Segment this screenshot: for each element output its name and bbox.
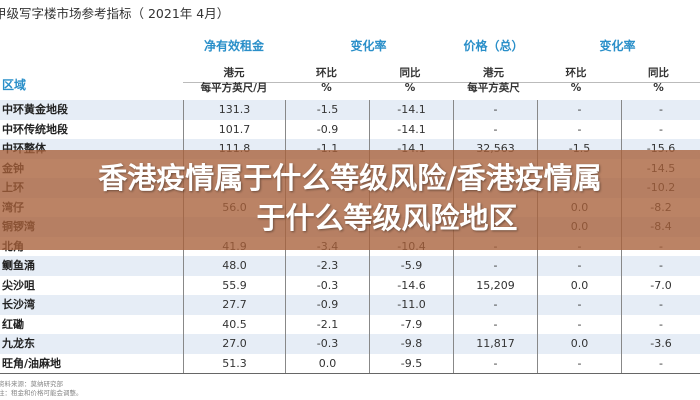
column-header-line: % <box>321 82 332 94</box>
table-cell: - <box>537 100 622 120</box>
table-cell: -11.0 <box>369 295 454 315</box>
table-cell: - <box>453 353 538 374</box>
column-header-line: 同比 <box>399 67 421 79</box>
table-cell: 0.0 <box>537 275 622 295</box>
overlay-line-1: 香港疫情属于什么等级风险/香港疫情属 <box>98 161 602 195</box>
region-name: 尖沙咀 <box>2 278 35 292</box>
region-name: 中环传统地段 <box>2 122 68 136</box>
table-cell: -0.3 <box>285 334 370 354</box>
table-cell: - <box>453 295 538 315</box>
table-cell: -2.3 <box>285 256 370 276</box>
table-cell: - <box>537 119 622 139</box>
header-divider <box>183 82 700 83</box>
group-header-rent: 净有效租金 <box>203 39 264 53</box>
table-cell: -3.6 <box>621 334 700 354</box>
group-header-price: 价格（总） <box>463 39 524 53</box>
table-row: 鲗鱼涌 48.0 -2.3 -5.9- - - <box>0 256 700 276</box>
table-cell: -2.1 <box>285 314 370 334</box>
table-cell: -14.1 <box>369 119 454 139</box>
table-cell: - <box>537 353 622 374</box>
table-cell: - <box>621 353 700 374</box>
table-cell: 101.7 <box>183 119 286 139</box>
table-cell: - <box>453 256 538 276</box>
table-cell: - <box>621 119 700 139</box>
region-header: 区域 <box>2 78 27 92</box>
table-cell: - <box>537 256 622 276</box>
table-cell: -1.5 <box>285 100 370 120</box>
table-cell: -14.6 <box>369 275 454 295</box>
region-name: 九龙东 <box>0 334 184 354</box>
overlay-line-2: 于什么等级风险地区 <box>256 201 518 235</box>
table-row: 旺角/油麻地 51.3 0.0 -9.5- - - <box>0 353 700 374</box>
column-header-line: 港元 <box>223 67 245 79</box>
column-header-line: 港元 <box>483 67 504 79</box>
table-cell: 55.9 <box>183 275 286 295</box>
table-row: 红磡 40.5 -2.1 -7.9- - - <box>0 314 700 334</box>
notes: 资料来源：莫纳研究部 注：租金和价格可能会调整。 <box>0 380 83 398</box>
table-cell: -9.8 <box>369 334 454 354</box>
column-header: 环比% <box>535 66 617 96</box>
table-cell: 40.5 <box>183 314 286 334</box>
table-row: 九龙东 27.0 -0.3 -9.8 11,817 0.0 -3.6 <box>0 334 700 354</box>
table-cell: -0.9 <box>285 295 370 315</box>
table-cell: 0.0 <box>285 353 370 374</box>
group-header-price-change: 变化率 <box>599 39 636 53</box>
column-header: 港元 每平方英尺 <box>452 66 535 96</box>
table-cell: 11,817 <box>453 334 538 354</box>
column-header-line: 每平方英尺/月 <box>200 82 268 94</box>
note-source: 资料来源：莫纳研究部 <box>0 380 63 388</box>
group-header-rent-change: 变化率 <box>350 39 387 53</box>
table-cell: 48.0 <box>183 256 286 276</box>
table-cell: - <box>453 100 538 120</box>
region-name: 长沙湾 <box>0 295 184 315</box>
column-header-line: 每平方英尺 <box>467 82 520 94</box>
table-cell: - <box>621 295 700 315</box>
region-name: 旺角/油麻地 <box>0 353 184 374</box>
table-cell: 27.0 <box>183 334 286 354</box>
note-adjust: 注：租金和价格可能会调整。 <box>0 389 83 397</box>
table-cell: 27.7 <box>183 295 286 315</box>
column-header-line: % <box>653 82 664 94</box>
table-cell: 0.0 <box>537 334 622 354</box>
column-header-line: % <box>404 82 416 94</box>
region-name: 鲗鱼涌 <box>0 256 184 276</box>
table-cell: -0.3 <box>285 275 370 295</box>
table-cell: -9.5 <box>369 353 454 374</box>
table-cell: - <box>537 295 622 315</box>
column-header: 同比% <box>617 66 700 96</box>
region-name: 红磡 <box>2 317 24 331</box>
column-header: 港元每平方英尺/月 <box>183 66 285 96</box>
table-cell: - <box>621 100 700 120</box>
table-cell: -14.1 <box>369 100 454 120</box>
column-header: 环比% <box>285 66 368 96</box>
column-header-line: 环比 <box>316 67 337 79</box>
table-cell: - <box>453 314 538 334</box>
table-cell: -7.9 <box>369 314 454 334</box>
table-row: 中环传统地段 101.7 -0.9 -14.1- - - <box>0 119 700 139</box>
column-header-line: 环比 <box>565 67 587 79</box>
table-row: 长沙湾 27.7 -0.9 -11.0- - - <box>0 295 700 315</box>
title-overlay-banner: 香港疫情属于什么等级风险/香港疫情属 于什么等级风险地区 <box>0 150 700 250</box>
table-cell: 51.3 <box>183 353 286 374</box>
table-cell: - <box>621 314 700 334</box>
table-cell: - <box>453 119 538 139</box>
table-cell: 131.3 <box>183 100 286 120</box>
table-cell: -0.9 <box>285 119 370 139</box>
column-header-line: 同比 <box>648 67 669 79</box>
column-header-line: % <box>570 82 582 94</box>
table-row: 中环黄金地段 131.3 -1.5 -14.1- - - <box>0 100 700 120</box>
column-header: 同比% <box>368 66 452 96</box>
table-row: 尖沙咀 55.9 -0.3 -14.6 15,209 0.0 -7.0 <box>0 275 700 295</box>
table-cell: - <box>537 314 622 334</box>
region-name: 中环黄金地段 <box>0 100 184 120</box>
table-cell: 15,209 <box>453 275 538 295</box>
table-cell: -5.9 <box>369 256 454 276</box>
table-cell: -7.0 <box>621 275 700 295</box>
table-title: 甲级写字楼市场参考指标（ 2021年 4月） <box>0 6 230 21</box>
table-cell: - <box>621 256 700 276</box>
